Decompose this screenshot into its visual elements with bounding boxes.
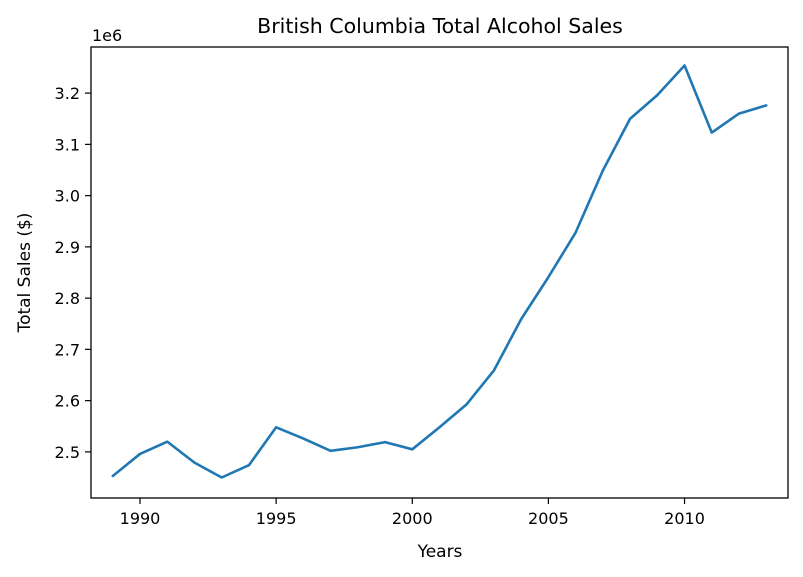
y-axis-ticks: 2.5 2.6 2.7 2.8 2.9 3.0 3.1 3.2 — [55, 84, 91, 462]
x-tick-label: 1995 — [256, 509, 297, 528]
plot-frame — [90, 46, 789, 499]
y-tick-label: 2.9 — [55, 238, 80, 257]
x-tick-label: 2005 — [528, 509, 569, 528]
y-tick-label: 3.1 — [55, 135, 80, 154]
y-tick-label: 2.5 — [55, 443, 80, 462]
x-tick-label: 2010 — [664, 509, 705, 528]
chart-title: British Columbia Total Alcohol Sales — [257, 14, 623, 38]
series-line — [111, 64, 768, 479]
y-tick-label: 2.7 — [55, 340, 80, 359]
y-tick-label: 3.0 — [55, 187, 80, 206]
x-tick-label: 1990 — [120, 509, 161, 528]
y-tick-label: 2.6 — [55, 392, 80, 411]
y-axis-offset-label: 1e6 — [92, 26, 122, 45]
y-tick-label: 3.2 — [55, 84, 80, 103]
y-axis-label: Total Sales ($) — [15, 213, 35, 334]
x-tick-label: 2000 — [392, 509, 433, 528]
x-axis-label: Years — [417, 542, 463, 562]
x-axis-ticks: 1990 1995 2000 2005 2010 — [120, 498, 705, 528]
y-tick-label: 2.8 — [55, 289, 80, 308]
